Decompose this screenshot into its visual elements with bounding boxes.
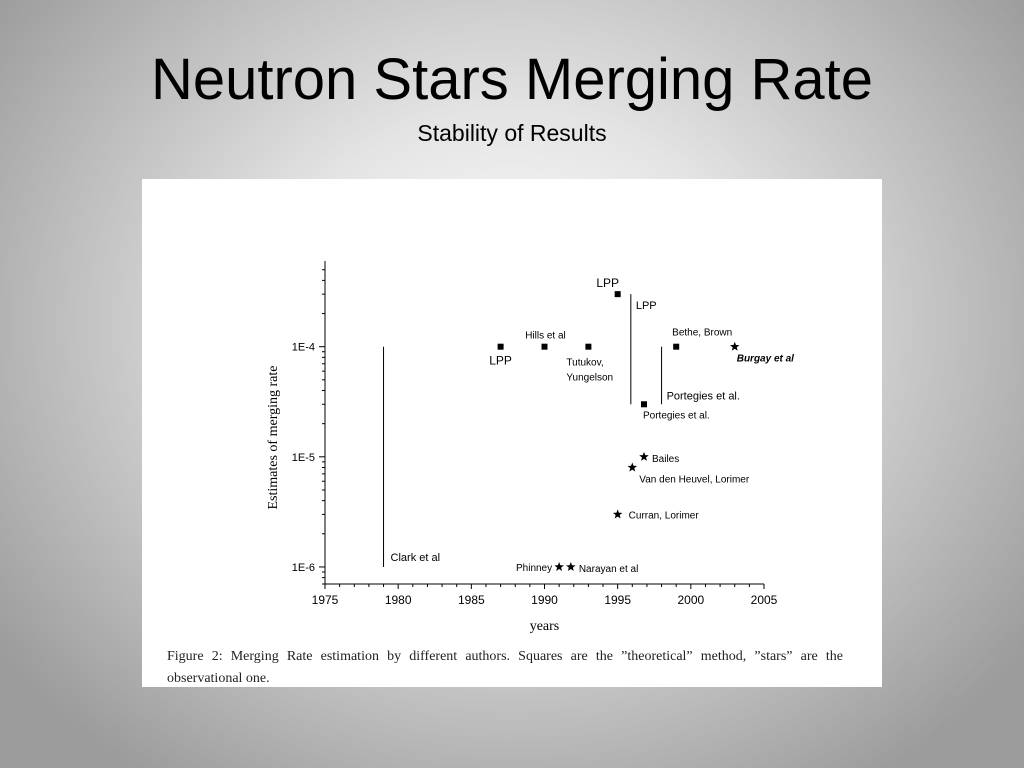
point-label: Portegies et al. <box>643 410 710 421</box>
x-tick-label: 1990 <box>531 593 558 607</box>
range-label: Portegies et al. <box>667 390 740 402</box>
range-label: Clark et al <box>391 552 441 564</box>
y-tick-label: 1E-4 <box>292 342 315 354</box>
y-tick-label: 1E-6 <box>292 562 315 574</box>
star-point <box>566 561 576 571</box>
point-label: Tutukov, Yungelson <box>566 358 613 384</box>
x-tick-label: 1995 <box>604 593 631 607</box>
slide-title: Neutron Stars Merging Rate <box>150 47 874 112</box>
square-point <box>541 343 548 350</box>
x-axis-label: years <box>530 619 560 634</box>
star-point <box>627 462 638 472</box>
x-tick-label: 1985 <box>458 593 485 607</box>
point-label: Hills et al <box>525 331 566 342</box>
y-axis-label: Estimates of merging rate <box>266 366 281 510</box>
point-label: LPP <box>489 354 512 368</box>
point-label: LPP <box>596 276 619 290</box>
figure-caption: Figure 2: Merging Rate estimation by dif… <box>167 649 843 686</box>
point-label: Burgay et al <box>737 354 794 365</box>
range-label: LPP <box>636 300 657 312</box>
star-point <box>729 341 740 351</box>
y-tick-label: 1E-5 <box>292 452 315 464</box>
point-label: Bethe, Brown <box>672 328 732 339</box>
square-point <box>585 343 592 350</box>
star-point <box>612 509 623 519</box>
square-point <box>673 343 680 350</box>
point-label: Phinney <box>516 563 552 574</box>
square-point <box>497 343 504 350</box>
x-tick-label: 1975 <box>312 593 339 607</box>
figure-panel: 1975 1980 1985 1990 1995 2000 2005 1E-6 1E-5 1E-4… <box>142 179 882 687</box>
point-label: Curran, Lorimer <box>629 510 700 521</box>
x-tick-label: 2005 <box>751 593 778 607</box>
x-tick-label: 1980 <box>385 593 412 607</box>
point-label: Narayan et al <box>579 564 638 575</box>
x-tick-label: 2000 <box>677 593 704 607</box>
square-point <box>614 291 621 298</box>
star-point <box>554 561 564 571</box>
merging-rate-chart: 1975 1980 1985 1990 1995 2000 2005 1E-6 1E-5 1E-4… <box>266 261 794 634</box>
slide-subtitle: Stability of Results <box>417 120 607 146</box>
point-label: Bailes <box>652 454 679 465</box>
square-point <box>641 401 648 408</box>
star-point <box>639 451 649 461</box>
point-label: Van den Heuvel, Lorimer <box>639 474 750 485</box>
